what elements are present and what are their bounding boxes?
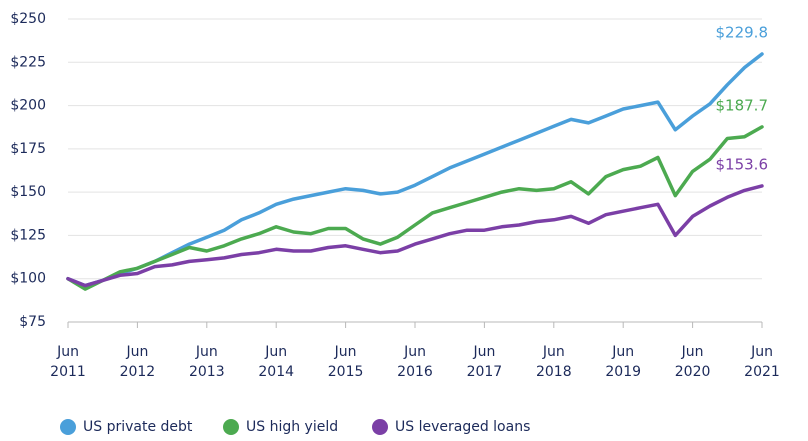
x-tick-label-line: Jun (472, 344, 495, 360)
x-tick-label: Jun 2016 (397, 344, 433, 380)
x-tick-label-line: Jun (125, 344, 148, 360)
x-tick-label-line: 2015 (328, 364, 364, 380)
x-tick-label-line: 2011 (50, 364, 86, 380)
x-tick-label-line: 2018 (536, 364, 572, 380)
x-tick-label: Jun 2014 (258, 344, 294, 380)
x-tick-label-line: 2016 (397, 364, 433, 380)
y-tick-label: $100 (10, 271, 46, 287)
value-label: $187.7 (716, 96, 769, 114)
x-tick-label: Jun 2013 (189, 344, 225, 380)
y-tick-label: $225 (10, 54, 46, 70)
y-tick-label: $75 (19, 314, 46, 330)
x-tick-label: Jun 2017 (467, 344, 503, 380)
x-tick-label: Jun 2021 (744, 344, 780, 380)
x-tick-label-line: 2012 (120, 364, 156, 380)
x-tick-label-line: 2017 (467, 364, 503, 380)
x-tick-label-line: Jun (195, 344, 218, 360)
x-tick-label-line: Jun (542, 344, 565, 360)
legend-label: US private debt (83, 419, 193, 435)
x-tick-label-line: Jun (750, 344, 773, 360)
legend-swatch (223, 419, 239, 435)
x-tick-label-line: Jun (264, 344, 287, 360)
x-tick-label: Jun 2012 (120, 344, 156, 380)
y-tick-label: $150 (10, 184, 46, 200)
legend-label: US leveraged loans (395, 419, 530, 435)
x-tick-label-line: Jun (611, 344, 634, 360)
x-tick-label-line: Jun (334, 344, 357, 360)
y-tick-label: $250 (10, 11, 46, 27)
y-tick-label: $175 (10, 141, 46, 157)
value-label: $229.8 (716, 23, 769, 41)
x-tick-label-line: 2014 (258, 364, 294, 380)
y-tick-label: $125 (10, 227, 46, 243)
x-tick-label-line: 2021 (744, 364, 780, 380)
series-line (66, 125, 764, 291)
x-tick-label-line: 2020 (675, 364, 711, 380)
x-tick-label: Jun 2018 (536, 344, 572, 380)
series-line (66, 184, 764, 288)
x-tick-label: Jun 2020 (675, 344, 711, 380)
legend-label: US high yield (246, 419, 338, 435)
x-tick-label-line: 2019 (605, 364, 641, 380)
legend-swatch (372, 419, 388, 435)
x-tick-label: Jun 2019 (605, 344, 641, 380)
y-tick-label: $200 (10, 98, 46, 114)
legend-swatch (60, 419, 76, 435)
x-tick-label: Jun 2015 (328, 344, 364, 380)
x-tick-label: Jun 2011 (50, 344, 86, 380)
x-tick-label-line: Jun (681, 344, 704, 360)
x-tick-label-line: 2013 (189, 364, 225, 380)
x-tick-label-line: Jun (56, 344, 79, 360)
series-line (66, 52, 764, 288)
x-tick-label-line: Jun (403, 344, 426, 360)
value-label: $153.6 (716, 155, 769, 173)
